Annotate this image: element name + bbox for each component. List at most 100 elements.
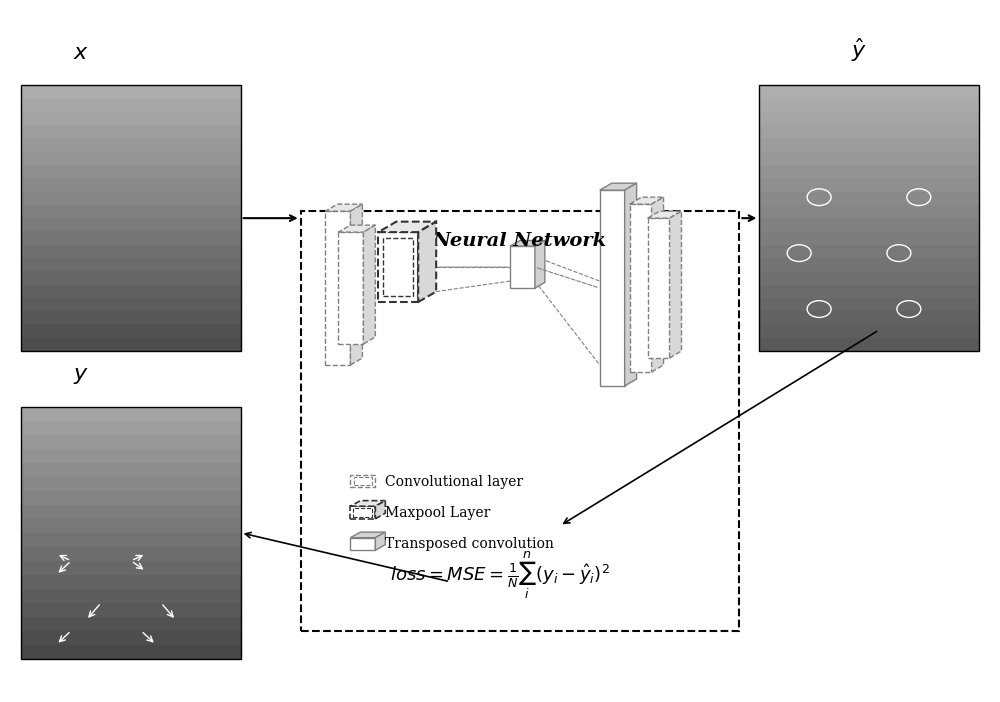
FancyBboxPatch shape <box>21 164 241 178</box>
FancyBboxPatch shape <box>21 270 241 284</box>
Polygon shape <box>648 218 670 358</box>
FancyBboxPatch shape <box>21 324 241 338</box>
FancyBboxPatch shape <box>21 505 241 519</box>
Polygon shape <box>625 183 637 386</box>
FancyBboxPatch shape <box>21 463 241 477</box>
Polygon shape <box>338 225 375 232</box>
FancyBboxPatch shape <box>21 533 241 547</box>
Polygon shape <box>338 232 363 344</box>
FancyBboxPatch shape <box>21 519 241 533</box>
FancyBboxPatch shape <box>21 630 241 644</box>
FancyBboxPatch shape <box>21 421 241 435</box>
Polygon shape <box>325 204 362 211</box>
Text: Convolutional layer: Convolutional layer <box>385 475 523 489</box>
FancyBboxPatch shape <box>759 98 979 112</box>
Polygon shape <box>354 477 372 485</box>
Polygon shape <box>363 225 375 344</box>
FancyBboxPatch shape <box>21 477 241 491</box>
FancyBboxPatch shape <box>21 178 241 192</box>
Polygon shape <box>350 532 385 538</box>
FancyBboxPatch shape <box>759 178 979 192</box>
Polygon shape <box>652 197 664 372</box>
FancyBboxPatch shape <box>759 244 979 258</box>
FancyBboxPatch shape <box>759 204 979 218</box>
FancyBboxPatch shape <box>21 85 241 98</box>
Polygon shape <box>510 241 545 246</box>
Text: Maxpool Layer: Maxpool Layer <box>385 505 491 519</box>
FancyBboxPatch shape <box>21 98 241 112</box>
Polygon shape <box>670 211 681 358</box>
Polygon shape <box>378 222 436 232</box>
Text: Transposed convolution: Transposed convolution <box>385 537 554 551</box>
FancyBboxPatch shape <box>759 231 979 245</box>
Polygon shape <box>350 501 385 506</box>
Polygon shape <box>350 204 362 365</box>
FancyBboxPatch shape <box>21 491 241 505</box>
FancyBboxPatch shape <box>759 111 979 125</box>
FancyBboxPatch shape <box>21 151 241 165</box>
Text: $y$: $y$ <box>73 364 89 386</box>
FancyBboxPatch shape <box>21 124 241 138</box>
Polygon shape <box>375 532 385 550</box>
FancyBboxPatch shape <box>21 547 241 561</box>
FancyBboxPatch shape <box>759 310 979 324</box>
Polygon shape <box>648 211 681 218</box>
FancyBboxPatch shape <box>21 644 241 658</box>
FancyBboxPatch shape <box>759 324 979 338</box>
FancyBboxPatch shape <box>21 561 241 575</box>
FancyBboxPatch shape <box>21 407 241 421</box>
FancyBboxPatch shape <box>21 603 241 616</box>
FancyBboxPatch shape <box>21 244 241 258</box>
Polygon shape <box>350 475 375 487</box>
FancyBboxPatch shape <box>21 111 241 125</box>
FancyBboxPatch shape <box>759 270 979 284</box>
FancyBboxPatch shape <box>21 449 241 463</box>
FancyBboxPatch shape <box>759 85 979 98</box>
Text: $\hat{y}$: $\hat{y}$ <box>851 37 867 65</box>
FancyBboxPatch shape <box>21 435 241 449</box>
FancyBboxPatch shape <box>21 589 241 603</box>
Text: Neural Network: Neural Network <box>433 232 607 250</box>
Polygon shape <box>630 204 652 372</box>
FancyBboxPatch shape <box>759 151 979 165</box>
FancyBboxPatch shape <box>759 297 979 311</box>
FancyBboxPatch shape <box>21 204 241 218</box>
Polygon shape <box>535 241 545 288</box>
Text: $x$: $x$ <box>73 42 89 65</box>
FancyBboxPatch shape <box>21 575 241 589</box>
Polygon shape <box>418 222 436 302</box>
FancyBboxPatch shape <box>759 164 979 178</box>
FancyBboxPatch shape <box>21 191 241 205</box>
FancyBboxPatch shape <box>759 191 979 205</box>
Polygon shape <box>600 190 625 386</box>
FancyBboxPatch shape <box>21 616 241 630</box>
FancyBboxPatch shape <box>21 218 241 232</box>
FancyBboxPatch shape <box>21 258 241 271</box>
FancyBboxPatch shape <box>759 124 979 138</box>
Polygon shape <box>378 232 418 302</box>
FancyBboxPatch shape <box>759 138 979 152</box>
Polygon shape <box>510 246 535 288</box>
FancyBboxPatch shape <box>21 284 241 298</box>
FancyBboxPatch shape <box>21 407 241 658</box>
FancyBboxPatch shape <box>21 86 241 351</box>
FancyBboxPatch shape <box>759 86 979 351</box>
FancyBboxPatch shape <box>759 218 979 232</box>
Polygon shape <box>375 501 385 519</box>
FancyBboxPatch shape <box>759 258 979 271</box>
Polygon shape <box>600 183 637 190</box>
FancyBboxPatch shape <box>21 138 241 152</box>
Polygon shape <box>383 238 413 296</box>
FancyBboxPatch shape <box>759 337 979 351</box>
FancyBboxPatch shape <box>21 297 241 311</box>
Polygon shape <box>350 538 375 550</box>
FancyBboxPatch shape <box>759 284 979 298</box>
FancyBboxPatch shape <box>21 337 241 351</box>
FancyBboxPatch shape <box>21 231 241 245</box>
FancyBboxPatch shape <box>21 310 241 324</box>
Text: $loss = MSE = \frac{1}{N}\sum_{i}^{n}(y_i - \hat{y}_i)^2$: $loss = MSE = \frac{1}{N}\sum_{i}^{n}(y_… <box>390 549 610 600</box>
Polygon shape <box>350 506 375 519</box>
Polygon shape <box>353 508 372 517</box>
Polygon shape <box>630 197 664 204</box>
FancyBboxPatch shape <box>301 211 739 630</box>
